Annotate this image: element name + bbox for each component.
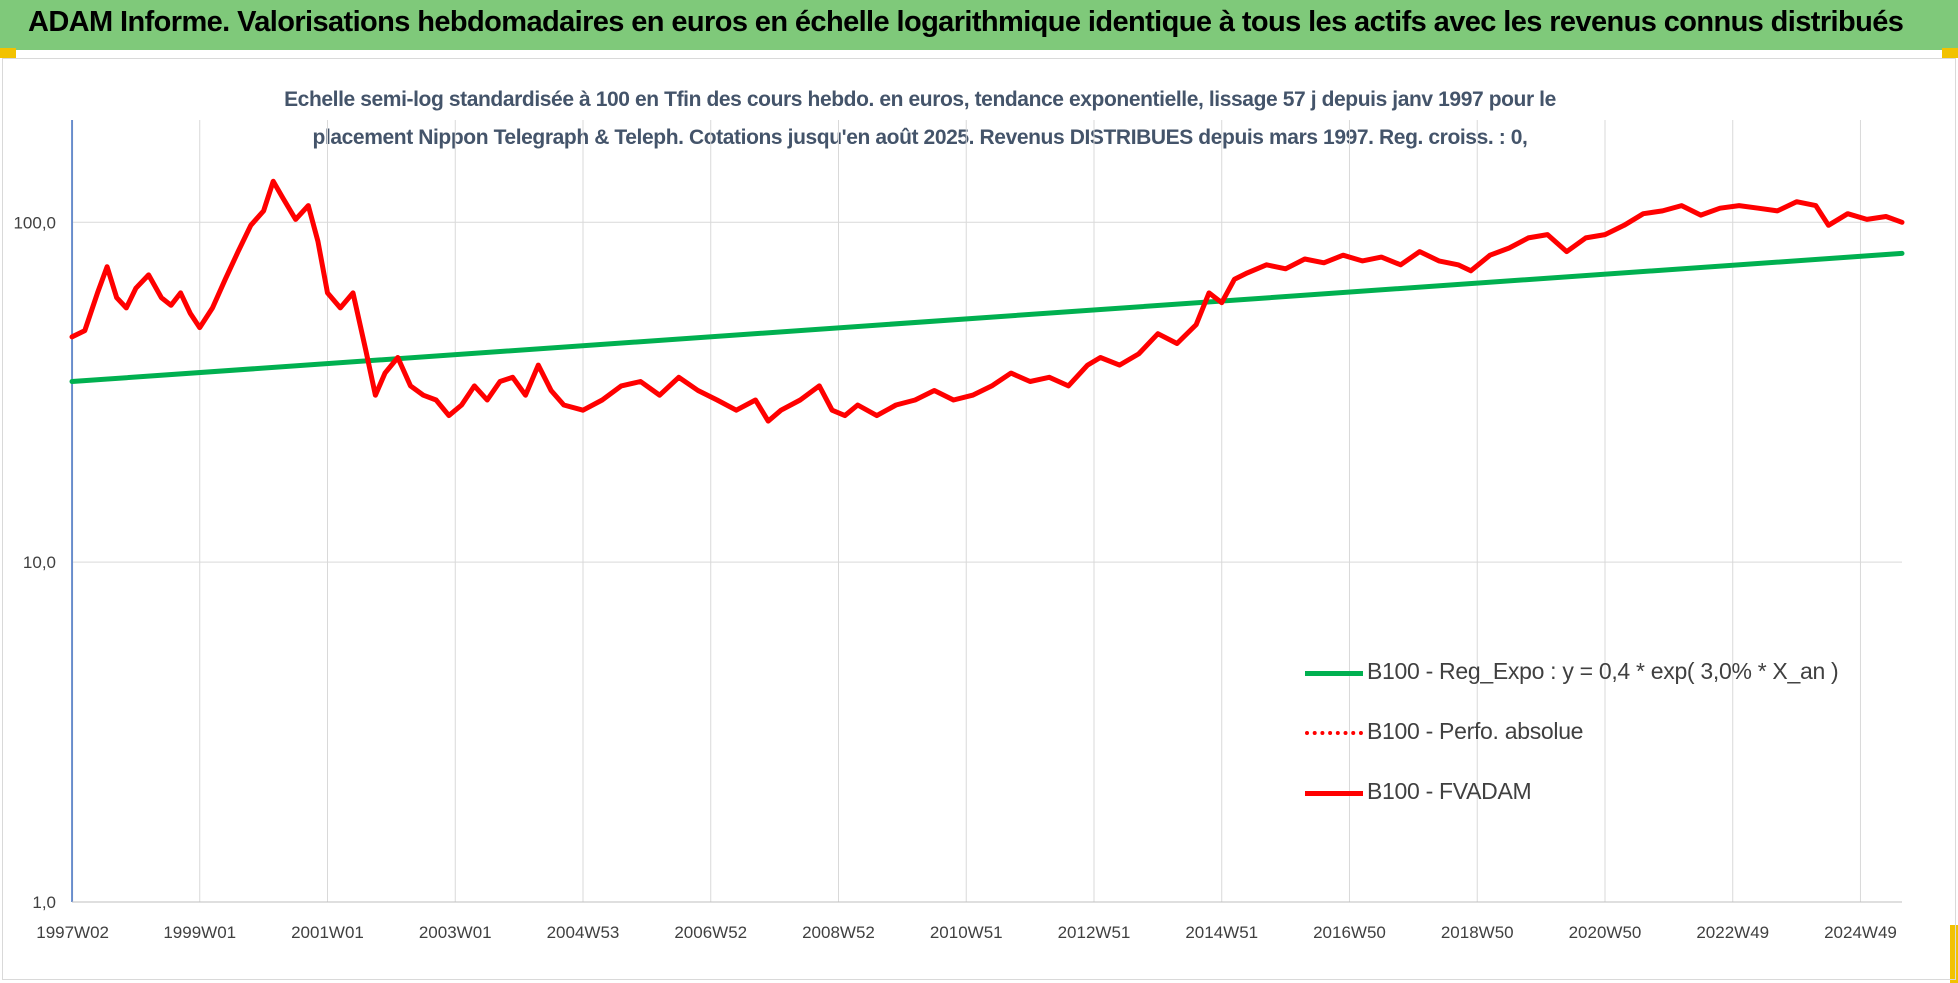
- x-tick-label: 2018W50: [1441, 923, 1514, 942]
- legend-label-fvadam: B100 - FVADAM: [1367, 778, 1532, 804]
- chart-title-line-2: placement Nippon Telegraph & Teleph. Cot…: [312, 126, 1528, 149]
- x-tick-label: 2006W52: [674, 923, 747, 942]
- y-tick-label: 1,0: [32, 893, 56, 912]
- x-tick-label: 2008W52: [802, 923, 875, 942]
- x-tick-label: 2022W49: [1696, 923, 1769, 942]
- legend-swatch-perfo-absolue: [1305, 731, 1363, 735]
- x-tick-label: 2001W01: [291, 923, 364, 942]
- horizontal-gridlines: [72, 221, 1902, 903]
- legend-label-reg-expo: B100 - Reg_Expo : y = 0,4 * exp( 3,0% * …: [1367, 658, 1839, 684]
- report-title: ADAM Informe. Valorisations hebdomadaire…: [28, 6, 1904, 38]
- x-tick-label: 2003W01: [419, 923, 492, 942]
- x-tick-label: 2016W50: [1313, 923, 1386, 942]
- legend-label-perfo-absolue: B100 - Perfo. absolue: [1367, 718, 1584, 744]
- x-tick-label: 2024W49: [1824, 923, 1897, 942]
- corner-marker-top-left: [0, 48, 16, 58]
- corner-marker-bottom-right: [1950, 925, 1958, 983]
- x-tick-label: 2020W50: [1569, 923, 1642, 942]
- corner-marker-top-right: [1942, 48, 1958, 58]
- legend-swatch-fvadam: [1305, 791, 1363, 796]
- legend-swatch-reg-expo: [1305, 671, 1363, 676]
- x-tick-label: 2014W51: [1185, 923, 1258, 942]
- y-tick-label: 100,0: [13, 213, 56, 232]
- x-tick-label: 2004W53: [547, 923, 620, 942]
- series-line-0: [69, 250, 1905, 384]
- chart-title-line-1: Echelle semi-log standardisée à 100 en T…: [284, 88, 1556, 111]
- series-layer: [69, 178, 1905, 424]
- tick-labels: 1997W02 1999W01 2001W01 2003W01 2004W53 2006W…: [13, 213, 1896, 942]
- x-tick-label: 2012W51: [1058, 923, 1131, 942]
- chart-frame: [2, 58, 1956, 980]
- x-tick-label: 2010W51: [930, 923, 1003, 942]
- x-tick-label: 1999W01: [163, 923, 236, 942]
- axes: [71, 120, 1902, 903]
- y-tick-label: 10,0: [23, 553, 56, 572]
- x-tick-label: 1997W02: [36, 923, 109, 942]
- series-line-2: [69, 178, 1905, 424]
- report-header: ADAM Informe. Valorisations hebdomadaire…: [0, 0, 1958, 50]
